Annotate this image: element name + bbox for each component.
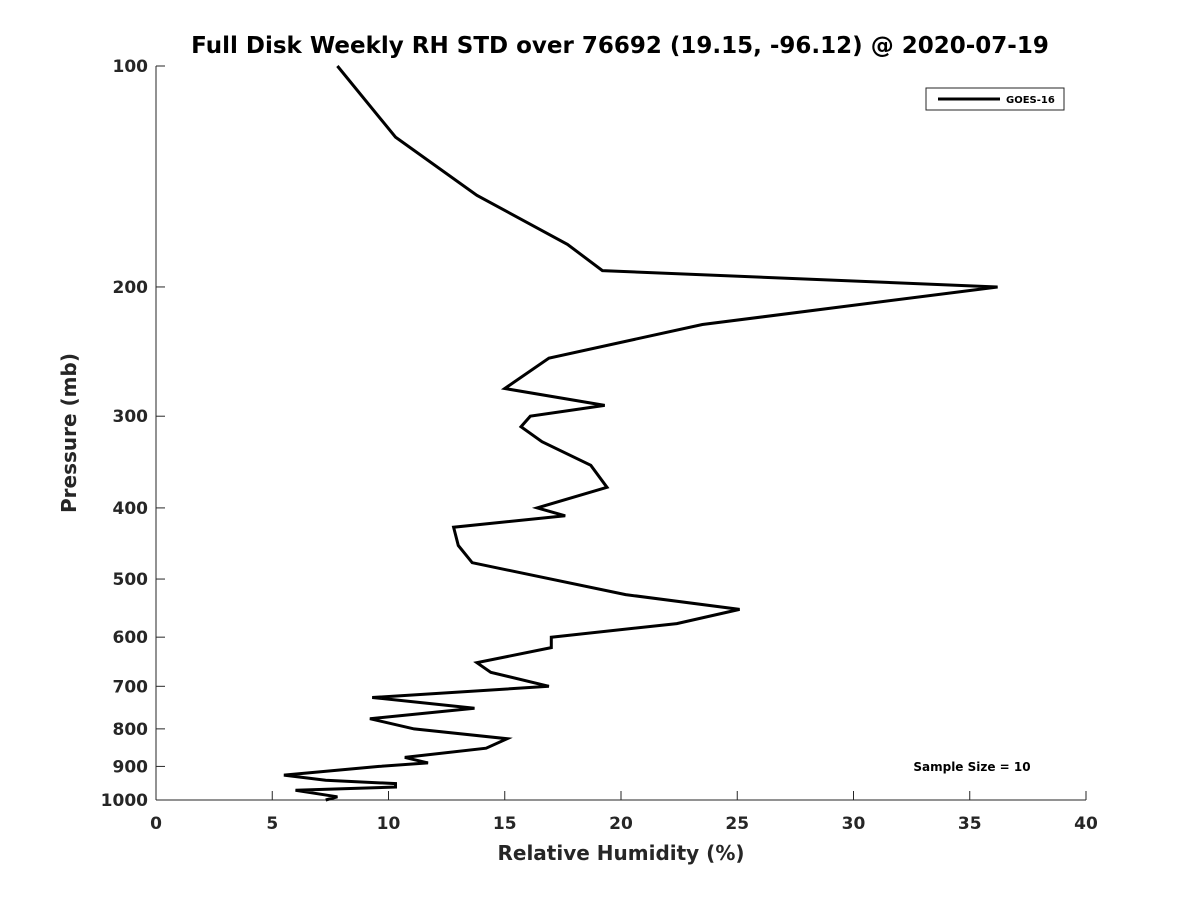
x-axis-ticks: 0 5 10 15 20 25 30 35 40 [150, 791, 1098, 834]
x-tick-label: 20 [609, 814, 633, 834]
legend-label: GOES-16 [1006, 95, 1055, 106]
series-group [283, 65, 998, 802]
y-tick-label: 200 [113, 278, 149, 298]
y-axis-label: Pressure (mb) [57, 353, 81, 513]
x-tick-label: 5 [266, 814, 278, 834]
x-tick-label: 40 [1074, 814, 1098, 834]
y-axis-ticks: 100 200 300 400 500 600 700 800 900 1000 [101, 57, 165, 811]
x-tick-label: 25 [725, 814, 749, 834]
y-tick-label: 100 [113, 57, 149, 77]
y-tick-label: 800 [113, 720, 149, 740]
y-tick-label: 900 [113, 757, 149, 777]
x-tick-label: 35 [958, 814, 982, 834]
x-tick-label: 30 [842, 814, 866, 834]
y-tick-label: 300 [113, 407, 149, 427]
y-tick-label: 700 [113, 677, 149, 697]
x-tick-label: 15 [493, 814, 517, 834]
x-axis-label: Relative Humidity (%) [497, 841, 744, 865]
x-tick-label: 0 [150, 814, 162, 834]
y-tick-label: 400 [113, 499, 149, 519]
series-line-goes-16 [283, 65, 998, 802]
y-tick-label: 1000 [101, 791, 148, 811]
x-tick-label: 10 [377, 814, 401, 834]
plot-area: 0 5 10 15 20 25 30 35 40 100 200 300 400 500 600 700 80… [101, 57, 1098, 834]
chart-title: Full Disk Weekly RH STD over 76692 (19.1… [191, 33, 1049, 59]
legend: GOES-16 [925, 87, 1065, 111]
sample-size-annotation: Sample Size = 10 [913, 760, 1030, 774]
y-tick-label: 600 [113, 628, 149, 648]
y-tick-label: 500 [113, 570, 149, 590]
